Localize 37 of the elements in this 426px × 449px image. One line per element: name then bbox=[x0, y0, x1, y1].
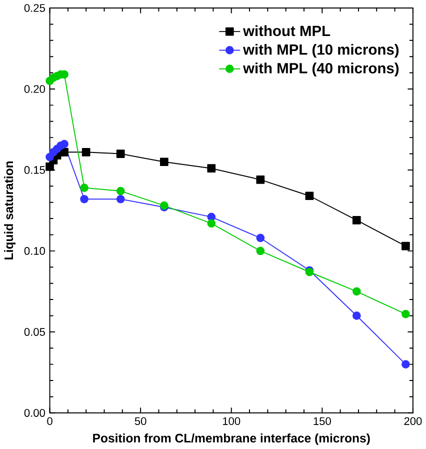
point bbox=[256, 234, 264, 242]
point bbox=[60, 148, 68, 156]
y-tick-label: 0.05 bbox=[24, 328, 45, 336]
point bbox=[116, 186, 125, 196]
point bbox=[82, 148, 90, 156]
x-tick-label: 100 bbox=[222, 417, 240, 426]
point bbox=[401, 310, 410, 318]
point bbox=[207, 219, 216, 228]
y-tick-label: 0.20 bbox=[24, 85, 45, 93]
legend-label: without MPL bbox=[242, 25, 330, 36]
point bbox=[352, 287, 361, 296]
point bbox=[256, 246, 264, 256]
point bbox=[60, 140, 68, 148]
point bbox=[305, 192, 314, 200]
point bbox=[401, 242, 410, 250]
legend-label: with MPL (10 microns) bbox=[242, 44, 398, 58]
point bbox=[401, 360, 410, 368]
x-tick-label: 50 bbox=[134, 417, 146, 426]
legend-label: with MPL (40 microns) bbox=[242, 62, 398, 76]
y-tick-label: 0.25 bbox=[24, 4, 45, 12]
y-tick-label: 0.15 bbox=[24, 166, 45, 174]
point bbox=[352, 216, 361, 224]
x-axis-title: Position from CL/membrane interface (microns) bbox=[92, 433, 370, 445]
x-tick-label: 0 bbox=[47, 417, 52, 426]
point bbox=[116, 194, 125, 204]
y-axis-title: Liquid saturation bbox=[4, 161, 16, 260]
point bbox=[160, 158, 168, 166]
y-tick-label: 0.00 bbox=[24, 408, 45, 417]
point bbox=[207, 164, 216, 173]
point bbox=[80, 194, 88, 204]
x-tick-label: 200 bbox=[404, 417, 422, 426]
y-tick-label: 0.10 bbox=[24, 247, 45, 255]
point bbox=[116, 150, 125, 158]
point bbox=[352, 312, 361, 320]
x-tick-label: 150 bbox=[314, 417, 331, 426]
point bbox=[80, 184, 88, 192]
point bbox=[256, 176, 264, 184]
